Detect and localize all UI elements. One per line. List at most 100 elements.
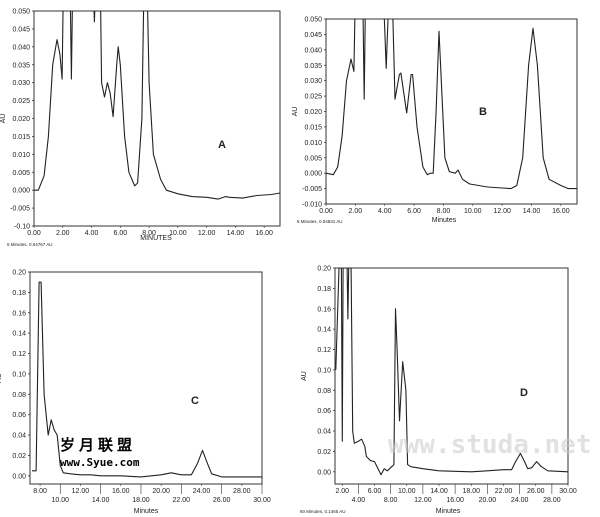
x-tick-label: 22.00 (495, 488, 513, 495)
y-tick-label: 0.14 (12, 331, 26, 338)
y-tick-label: 0.025 (12, 98, 30, 105)
x-tick-label: 8.00 (142, 230, 156, 237)
watermark-right-url: www.studa.net (388, 430, 592, 460)
y-tick-label: 0.16 (12, 310, 26, 317)
y-tick-label: 0.02 (317, 449, 331, 456)
y-tick-label: 0.08 (317, 388, 331, 395)
footnote: 60 Minutes, 0.1465 AU (300, 509, 346, 514)
series-line-b (326, 19, 577, 190)
x-tick-label: 12.00 (414, 497, 432, 504)
y-tick-label: 0.20 (12, 270, 26, 277)
x-tick-label: 28.00 (233, 488, 251, 495)
y-tick-label: 0.020 (12, 116, 30, 123)
y-tick-label: 0.16 (317, 306, 331, 313)
x-tick-label: 2.00 (56, 230, 70, 237)
watermark-left-url: www.Syue.com (60, 456, 140, 469)
x-tick-label: 12.00 (493, 208, 511, 215)
x-tick-label: 4.00 (85, 230, 99, 237)
y-tick-label: 0.010 (12, 152, 30, 159)
x-tick-label: 10.00 (51, 497, 69, 504)
panel-label: A (218, 139, 226, 151)
x-tick-label: 16.00 (552, 208, 570, 215)
x-tick-label: 18.00 (462, 488, 480, 495)
y-tick-label: 0.18 (317, 286, 331, 293)
x-tick-label: 18.00 (132, 497, 150, 504)
y-tick-label: 0.040 (304, 47, 322, 54)
y-tick-label: 0.000 (12, 188, 30, 195)
x-tick-label: 16.00 (112, 488, 130, 495)
x-tick-label: 12.00 (198, 230, 216, 237)
y-tick-label: 0.005 (304, 155, 322, 162)
x-tick-label: 6.00 (368, 488, 382, 495)
y-tick-label: 0.050 (304, 17, 322, 24)
series-line-c (32, 281, 262, 478)
x-tick-label: 2.00 (335, 488, 349, 495)
x-tick-label: 16.00 (446, 497, 464, 504)
x-tick-label: 26.00 (213, 497, 231, 504)
y-tick-label: 0.00 (12, 473, 26, 480)
y-tick-label: 0.035 (12, 62, 30, 69)
y-tick-label: 0.015 (304, 124, 322, 131)
x-tick-label: 10.00 (398, 488, 416, 495)
x-tick-label: 0.00 (319, 208, 333, 215)
x-tick-label: 6.00 (407, 208, 421, 215)
x-axis-label: Minutes (134, 508, 159, 515)
y-tick-label: 0.010 (304, 140, 322, 147)
x-tick-label: 4.00 (378, 208, 392, 215)
y-tick-label: -0.10 (14, 224, 30, 231)
x-tick-label: 30.00 (559, 488, 577, 495)
y-tick-label: 0.20 (317, 266, 331, 273)
x-tick-label: 4.00 (352, 497, 366, 504)
x-tick-label: 28.00 (543, 497, 561, 504)
x-tick-label: 2.00 (349, 208, 363, 215)
x-tick-label: 14.00 (92, 497, 110, 504)
watermark-left-cn: 岁月联盟 (60, 436, 137, 454)
y-tick-label: 0.030 (12, 80, 30, 87)
y-tick-label: 0.015 (12, 134, 30, 141)
footnote: 5 Minutes, 0.04831 AU (297, 219, 343, 224)
y-axis-label: AU (0, 373, 3, 383)
y-tick-label: 0.030 (304, 78, 322, 85)
y-tick-label: 0.08 (12, 392, 26, 399)
y-tick-label: 0.035 (304, 63, 322, 70)
x-axis-label: Minutes (436, 508, 461, 515)
x-tick-label: 10.00 (169, 230, 187, 237)
y-tick-label: 0.025 (304, 94, 322, 101)
plot-frame (29, 271, 263, 485)
panel-label: D (520, 387, 528, 399)
chart-panel-a: 0.050 0.045 0.040 0.035 0.030 0.025 0.020 0.015… (0, 9, 281, 247)
y-tick-label: 0.00 (317, 469, 331, 476)
y-tick-label: -0.010 (302, 202, 322, 209)
panel-label: B (479, 106, 487, 118)
y-tick-label: 0.020 (304, 109, 322, 116)
y-tick-label: 0.000 (304, 171, 322, 178)
x-tick-label: 24.00 (511, 497, 529, 504)
y-tick-label: 0.06 (317, 408, 331, 415)
y-tick-label: 0.04 (317, 429, 331, 436)
y-axis-label: AU (301, 371, 308, 381)
y-tick-label: 0.12 (12, 351, 26, 358)
panel-label: C (191, 395, 199, 407)
x-tick-label: 20.00 (152, 488, 170, 495)
x-axis-label: MINUTES (140, 235, 172, 242)
x-tick-label: 14.00 (523, 208, 541, 215)
x-tick-label: 26.00 (527, 488, 545, 495)
x-tick-label: 20.00 (479, 497, 497, 504)
x-tick-label: 6.00 (114, 230, 128, 237)
y-tick-label: 0.005 (12, 170, 30, 177)
chart-panel-c: 0.20 0.18 0.16 0.14 0.12 0.10 0.08 0.06 0.04 0.02… (0, 270, 271, 516)
y-tick-label: 0.12 (317, 347, 331, 354)
x-tick-label: 0.00 (27, 230, 41, 237)
x-tick-label: 24.00 (193, 488, 211, 495)
x-tick-label: 12.00 (72, 488, 90, 495)
y-tick-label: 0.045 (12, 26, 30, 33)
y-tick-label: 0.18 (12, 290, 26, 297)
x-tick-label: 30.00 (253, 497, 271, 504)
x-tick-label: 22.00 (173, 497, 191, 504)
y-tick-label: 0.045 (304, 32, 322, 39)
y-tick-label: 0.14 (317, 327, 331, 334)
y-tick-label: -0.005 (10, 206, 30, 213)
y-tick-label: 0.06 (12, 412, 26, 419)
x-tick-label: 8.00 (437, 208, 451, 215)
